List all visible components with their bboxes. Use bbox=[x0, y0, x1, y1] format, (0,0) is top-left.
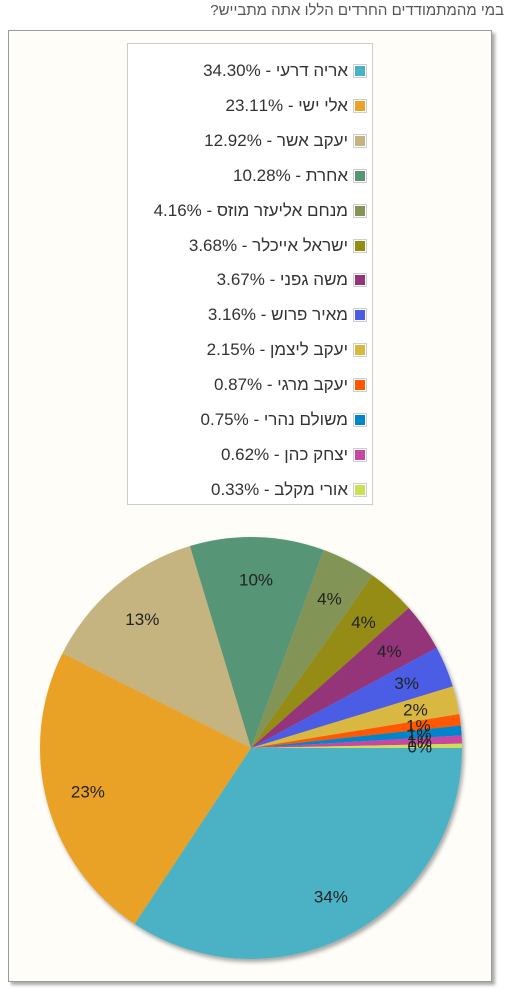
pie-slice bbox=[251, 549, 373, 748]
legend-item: אלי ישי - 23.11% bbox=[225, 95, 367, 116]
pie-slice bbox=[251, 647, 453, 748]
legend-swatch bbox=[353, 273, 367, 288]
legend-item: אורי מקלב - 0.33% bbox=[211, 479, 367, 500]
slice-label: 0% bbox=[408, 737, 433, 756]
pie-slice bbox=[189, 537, 324, 748]
legend-item: ישראל אייכלר - 3.68% bbox=[188, 235, 367, 256]
slice-label: 34% bbox=[314, 888, 348, 907]
legend-swatch bbox=[353, 168, 367, 183]
pie-slice bbox=[251, 735, 462, 748]
legend-item: משה גפני - 3.67% bbox=[216, 270, 367, 290]
legend-swatch bbox=[353, 413, 367, 427]
legend-swatch bbox=[353, 308, 367, 323]
legend-label: יעקב ליצמן - 2.15% bbox=[206, 340, 348, 360]
slice-label: 4% bbox=[317, 590, 342, 609]
legend-label: יעקב מרגי - 0.87% bbox=[213, 375, 348, 395]
pie-slice bbox=[251, 607, 437, 748]
pie-chart: 34%23%13%10%4%4%4%3%2%1%1%1%0% bbox=[39, 537, 462, 960]
legend-swatch bbox=[353, 238, 367, 253]
chart-legend: אריה דרעי - 34.30% אלי ישי - 23.11% יעקב א… bbox=[127, 43, 373, 505]
slice-label: 1% bbox=[407, 725, 432, 744]
poll-question: במי מהמתמודדים החרדים הללו אתה מתבייש? bbox=[210, 2, 504, 19]
pie-slice bbox=[251, 686, 460, 748]
legend-item: משולם נהרי - 0.75% bbox=[200, 410, 367, 430]
pie-slice bbox=[62, 546, 252, 748]
legend-label: משולם נהרי - 0.75% bbox=[200, 410, 348, 429]
slice-label: 10% bbox=[239, 570, 273, 589]
legend-swatch bbox=[353, 447, 367, 462]
legend-label: מאיר פרוש - 3.16% bbox=[207, 305, 348, 325]
legend-swatch bbox=[353, 203, 367, 218]
pie-slice bbox=[251, 714, 461, 748]
legend-item: יצחק כהן - 0.62% bbox=[220, 444, 367, 465]
legend-label: יצחק כהן - 0.62% bbox=[220, 444, 348, 464]
chart-panel: אריה דרעי - 34.30% אלי ישי - 23.11% יעקב א… bbox=[8, 30, 492, 982]
legend-label: יעקב אשר - 12.92% bbox=[204, 130, 348, 150]
legend-item: יעקב ליצמן - 2.15% bbox=[206, 340, 367, 360]
legend-item: יעקב מרגי - 0.87% bbox=[213, 375, 367, 395]
slice-label: 1% bbox=[406, 716, 431, 735]
slice-label: 4% bbox=[351, 613, 376, 632]
slice-label: 23% bbox=[71, 783, 105, 802]
pie-slice bbox=[251, 725, 462, 748]
pie-slice bbox=[251, 575, 409, 748]
legend-item: יעקב אשר - 12.92% bbox=[204, 130, 367, 151]
slice-label: 2% bbox=[403, 701, 428, 720]
legend-swatch bbox=[353, 64, 367, 78]
legend-swatch bbox=[353, 133, 367, 148]
legend-item: אחרת - 10.28% bbox=[233, 165, 367, 186]
legend-label: אורי מקלב - 0.33% bbox=[211, 479, 348, 499]
legend-swatch bbox=[353, 482, 367, 497]
legend-label: אריה דרעי - 34.30% bbox=[203, 61, 348, 80]
legend-label: אלי ישי - 23.11% bbox=[225, 95, 348, 115]
slice-label: 13% bbox=[125, 610, 159, 629]
legend-item: מנחם אליעזר מוזס - 4.16% bbox=[153, 200, 367, 221]
legend-swatch bbox=[353, 378, 367, 393]
legend-swatch bbox=[353, 343, 367, 358]
legend-item: מאיר פרוש - 3.16% bbox=[207, 305, 367, 325]
legend-label: אחרת - 10.28% bbox=[233, 165, 348, 185]
legend-item: אריה דרעי - 34.30% bbox=[203, 61, 367, 81]
legend-label: מנחם אליעזר מוזס - 4.16% bbox=[153, 200, 348, 220]
pie-slice bbox=[251, 743, 462, 748]
slice-label: 4% bbox=[377, 642, 402, 661]
slice-label: 3% bbox=[394, 674, 419, 693]
slice-label: 1% bbox=[407, 732, 432, 751]
legend-label: ישראל אייכלר - 3.68% bbox=[188, 235, 348, 255]
legend-label: משה גפני - 3.67% bbox=[216, 270, 348, 290]
legend-swatch bbox=[353, 98, 367, 113]
pie-slice bbox=[39, 653, 251, 924]
pie-slice bbox=[134, 748, 462, 960]
